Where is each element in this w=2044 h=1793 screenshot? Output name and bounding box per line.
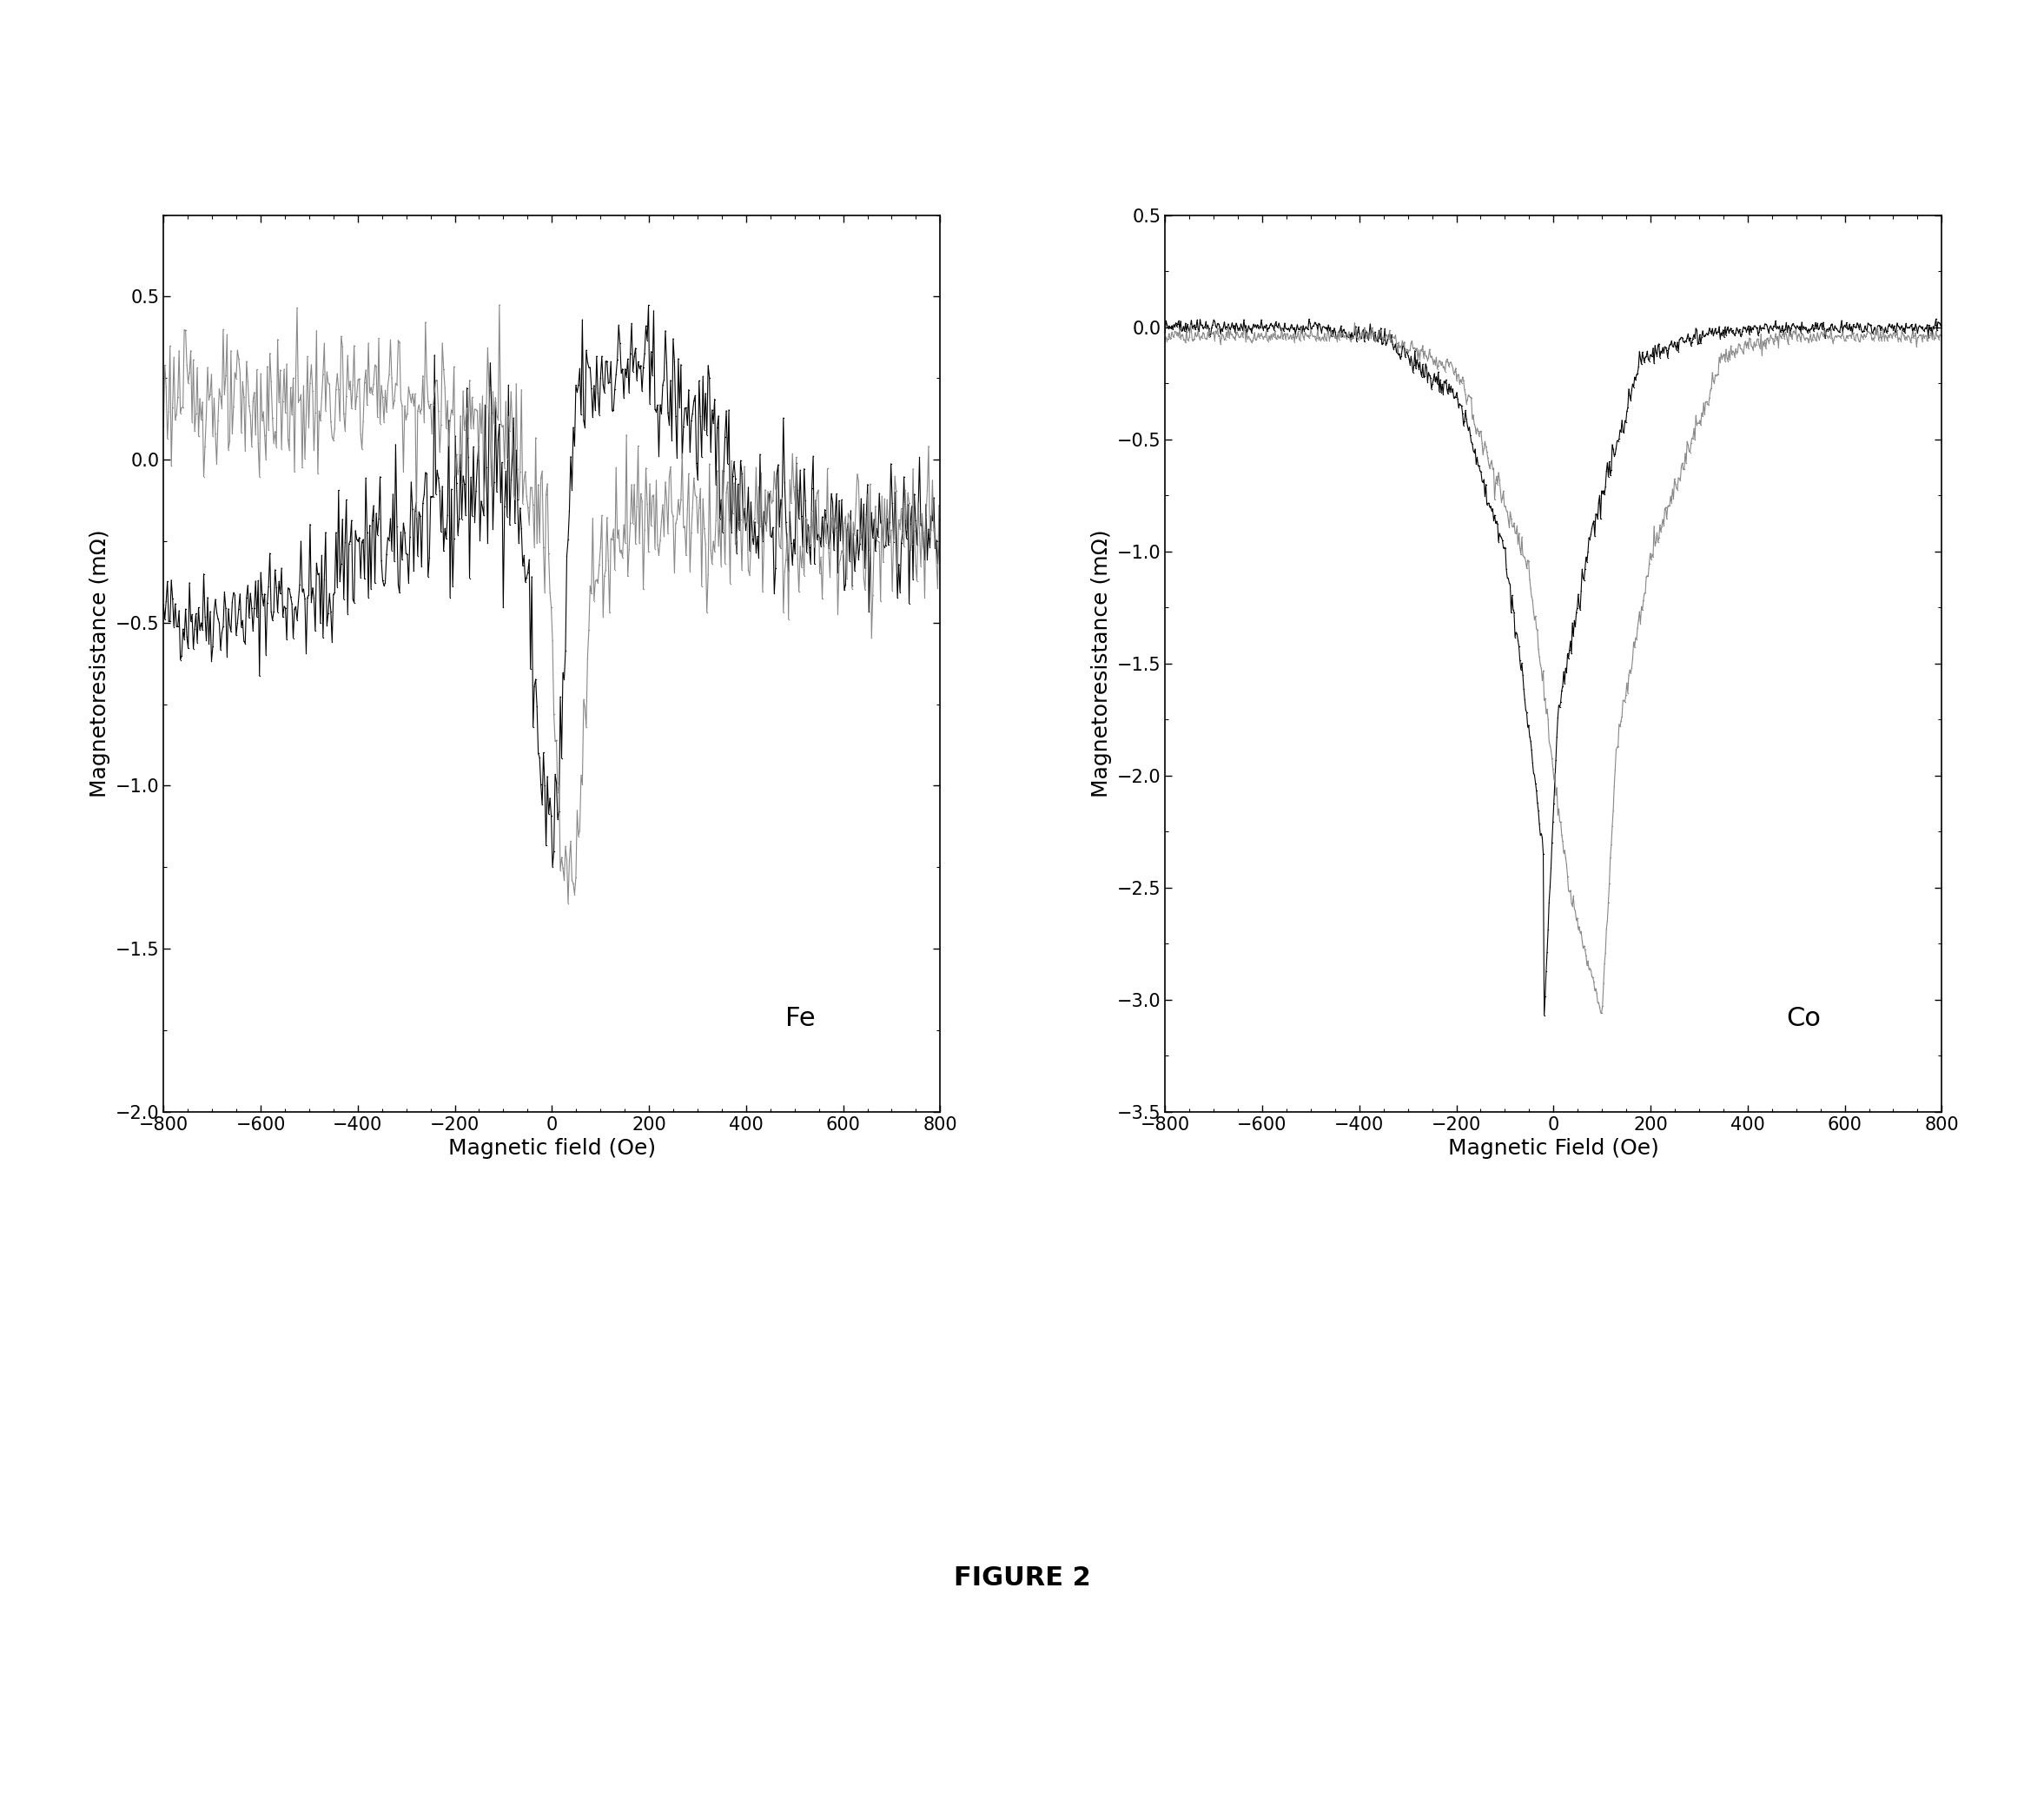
Y-axis label: Magnetoresistance (mΩ): Magnetoresistance (mΩ) — [1091, 529, 1112, 798]
X-axis label: Magnetic field (Oe): Magnetic field (Oe) — [448, 1139, 656, 1158]
Text: FIGURE 2: FIGURE 2 — [953, 1565, 1091, 1590]
Text: Co: Co — [1786, 1006, 1821, 1031]
Y-axis label: Magnetoresistance (mΩ): Magnetoresistance (mΩ) — [90, 529, 110, 798]
X-axis label: Magnetic Field (Oe): Magnetic Field (Oe) — [1447, 1139, 1660, 1158]
Text: Fe: Fe — [785, 1006, 816, 1031]
